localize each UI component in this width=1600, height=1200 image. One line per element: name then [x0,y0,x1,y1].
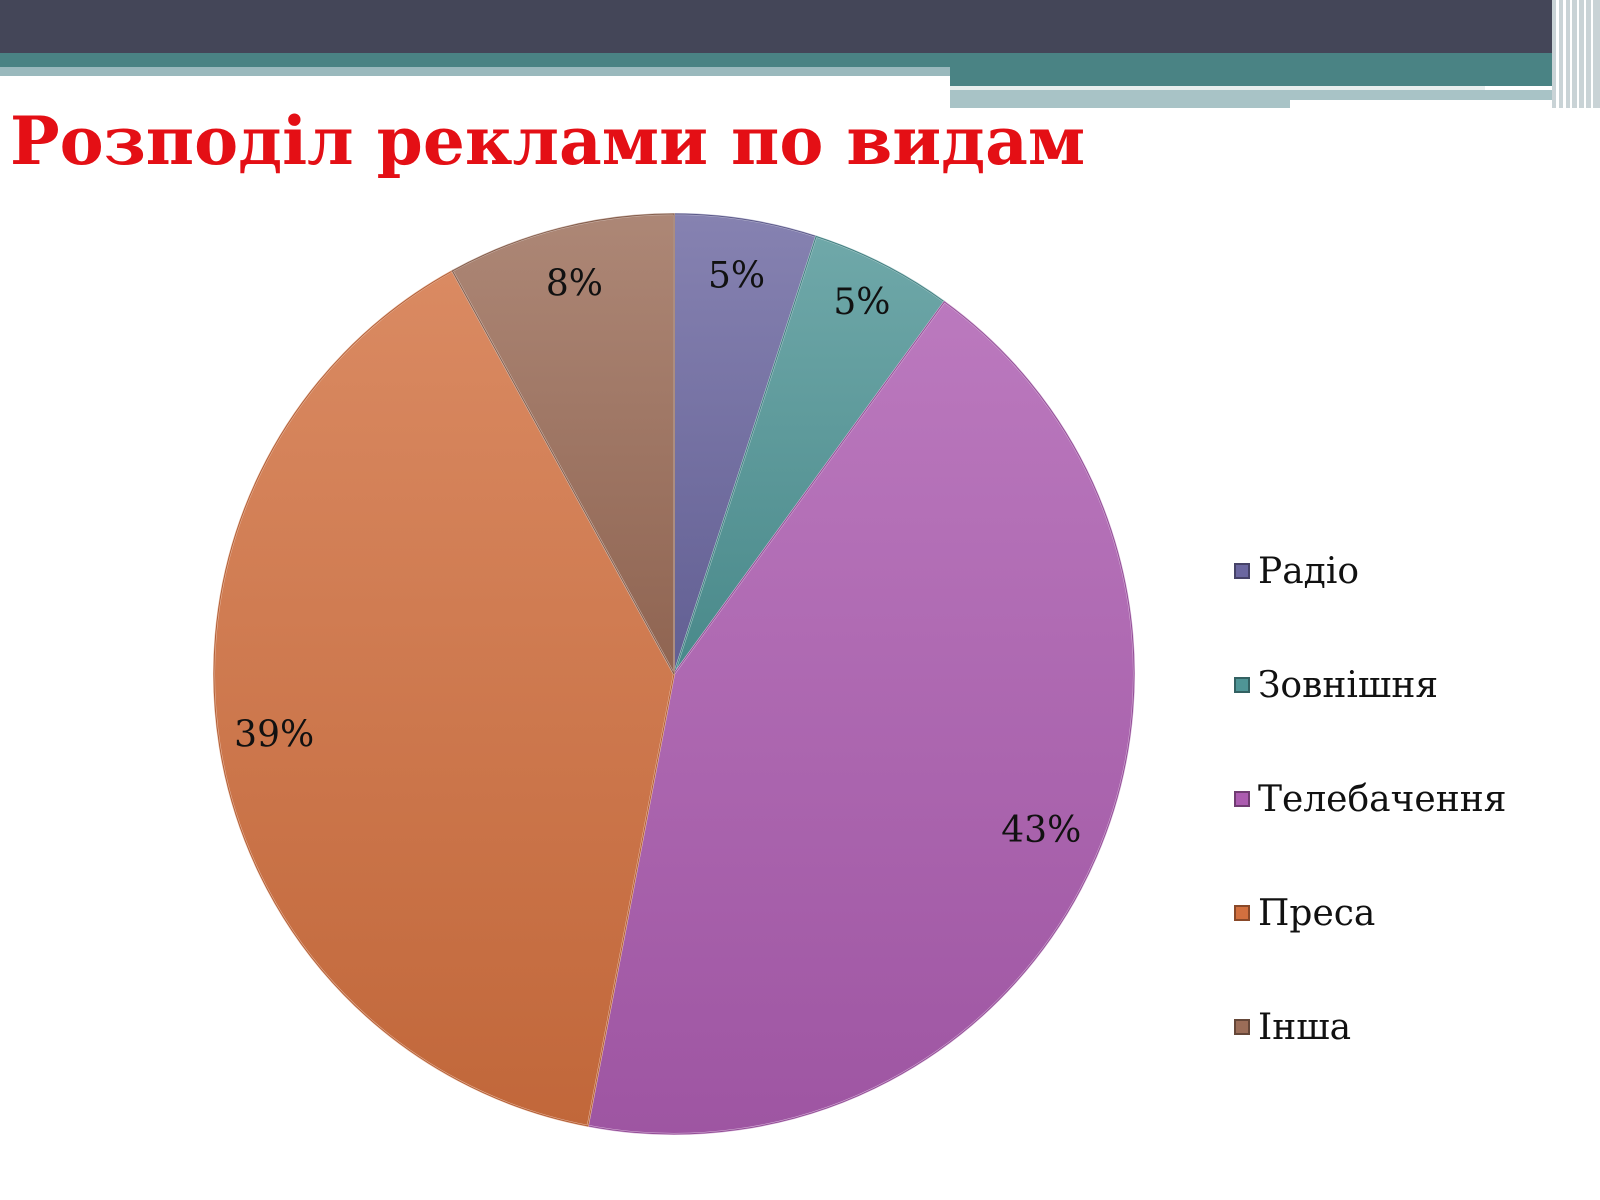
header-decoration [0,0,1600,108]
legend-swatch [1234,563,1250,579]
legend-label: Преса [1258,892,1376,934]
pie-slice-outline-1 [673,213,817,675]
pie-slice-outline-3 [587,301,1135,1135]
legend-swatch [1234,905,1250,921]
legend-item: Зовнішня [1234,628,1574,742]
slice-data-label: 43% [1001,810,1081,851]
legend-swatch [1234,677,1250,693]
legend-swatch [1234,791,1250,807]
pie-slices [213,212,1135,1135]
pie-slice-outline-2 [673,235,946,675]
legend-item: Радіо [1234,514,1574,628]
pie-data-labels: 5% 5% 43% 39% 8% [234,256,1081,851]
legend-label: Інша [1258,1006,1352,1048]
slice-data-label: 39% [234,714,314,755]
legend-label: Радіо [1258,550,1360,592]
pie-slice-outline-5 [451,213,675,675]
pie-slice-outline-4 [213,270,675,1127]
slice-data-label: 5% [708,256,765,297]
legend-item: Інша [1234,970,1574,1084]
legend-label: Телебачення [1258,778,1507,820]
legend-swatch [1234,1019,1250,1035]
slide-title: Розподіл реклами по видам [10,102,1086,180]
chart-legend: Радіо Зовнішня Телебачення Преса Інша [1234,514,1574,1084]
slice-data-label: 8% [546,263,603,304]
legend-item: Телебачення [1234,742,1574,856]
slice-data-label: 5% [833,282,890,323]
legend-item: Преса [1234,856,1574,970]
legend-label: Зовнішня [1258,664,1439,706]
